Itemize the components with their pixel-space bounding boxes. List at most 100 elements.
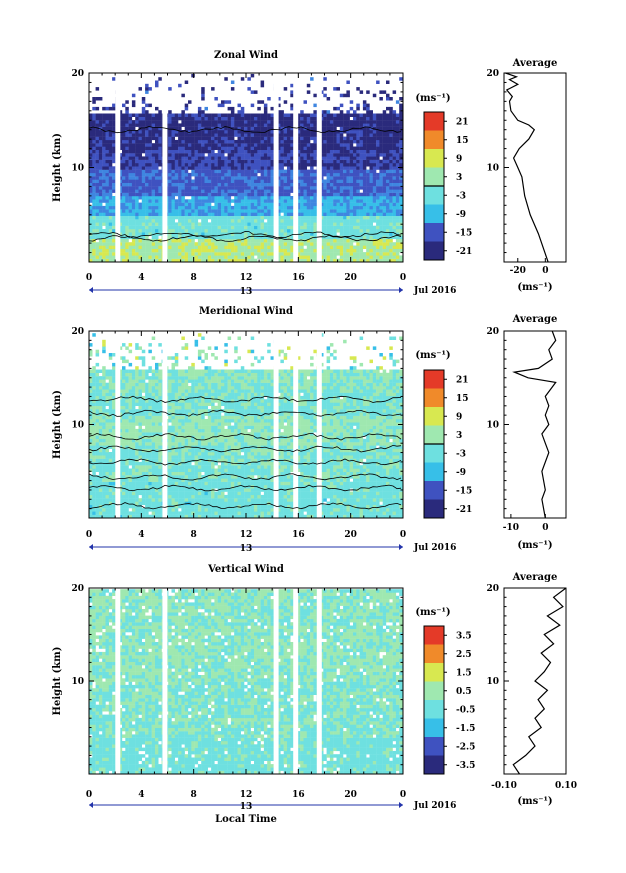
heatmap-cell [135,258,139,263]
heatmap-cell [155,186,159,190]
heatmap-cell [353,133,357,137]
heatmap-cell [131,169,136,174]
heatmap-cell [105,219,109,223]
heatmap-cell [296,182,301,187]
heatmap-cell [125,182,129,187]
heatmap-cell [372,242,377,246]
heatmap-cell [382,146,387,150]
heatmap-cell [313,146,317,150]
heatmap-cell [389,229,393,233]
heatmap-cell [230,116,235,121]
heatmap-cell [214,172,218,177]
heatmap-cell [280,186,284,190]
heatmap-cell [257,202,261,207]
heatmap-cell [214,242,218,246]
heatmap-cell [92,182,96,187]
heatmap-cell [191,511,195,515]
heatmap-cell [296,156,301,160]
heatmap-cell [174,238,179,243]
heatmap-cell [386,229,390,233]
heatmap-cell [171,196,175,200]
heatmap-cell [227,242,232,246]
heatmap-cell [366,106,370,111]
heatmap-cell [359,511,364,515]
heatmap-cell [247,143,251,147]
heatmap-cell [339,242,344,246]
heatmap-cell [201,192,205,197]
heatmap-cell [214,97,218,101]
heatmap-cell [204,113,208,117]
heatmap-cell [197,238,202,243]
heatmap-cell [141,258,146,263]
heatmap-cell [92,504,96,509]
heatmap-cell [376,159,380,164]
heatmap-cell [240,215,245,220]
heatmap-cell [300,196,304,200]
heatmap-cell [118,172,123,177]
heatmap-cell [151,136,156,141]
heatmap-cell [372,139,377,144]
heatmap-cell [230,172,235,177]
heatmap-cell [138,136,142,141]
heatmap-cell [376,186,380,190]
heatmap-cell [323,139,327,144]
heatmap-cell [353,153,357,157]
heatmap-cell [108,514,113,519]
heatmap-cell [221,501,225,505]
heatmap-cell [300,248,304,253]
heatmap-cell [392,252,397,256]
heatmap-cell [389,176,393,180]
heatmap-cell [247,202,251,207]
heatmap-cell [112,248,116,253]
heatmap-cell [201,87,205,91]
heatmap-cell [112,514,116,519]
heatmap-cell [270,163,274,167]
heatmap-cell [287,242,291,246]
heatmap-cell [92,139,96,144]
heatmap-cell [168,143,172,147]
heatmap-cell [191,179,195,183]
heatmap-cell [346,514,350,519]
heatmap-cell [240,146,245,150]
heatmap-cell [181,163,185,167]
heatmap-cell [211,248,215,253]
heatmap-cell [221,248,225,253]
heatmap-cell [376,153,380,157]
heatmap-cell [201,97,205,101]
heatmap-cell [349,136,354,141]
heatmap-cell [141,126,146,131]
heatmap-cell [240,242,245,246]
heatmap-cell [359,238,364,243]
heatmap-cell [191,202,195,207]
heatmap-cell [158,146,162,150]
heatmap-cell [353,186,357,190]
heatmap-cell [386,106,390,111]
heatmap-cell [201,205,205,210]
heatmap-cell [283,149,288,154]
heatmap-cell [346,205,350,210]
heatmap-cell [283,186,288,190]
heatmap-cell [171,120,175,124]
heatmap-cell [290,508,294,512]
heatmap-cell [386,258,390,263]
heatmap-cell [138,87,142,91]
heatmap-cell [204,182,208,187]
heatmap-cell [102,172,106,177]
heatmap-cell [333,123,337,127]
heatmap-cell [131,182,136,187]
heatmap-cell [224,215,228,220]
heatmap-cell [395,130,400,134]
heatmap-cell [227,248,232,253]
heatmap-cell [343,93,347,98]
heatmap-cell [191,258,195,263]
heatmap-cell [92,153,96,157]
heatmap-cell [194,149,199,154]
heatmap-cell [339,153,344,157]
heatmap-cell [207,163,212,167]
heatmap-cell [326,126,331,131]
heatmap-cell [359,205,364,210]
heatmap-cell [95,196,100,200]
heatmap-cell [389,205,393,210]
heatmap-cell [131,123,136,127]
heatmap-cell [343,169,347,174]
